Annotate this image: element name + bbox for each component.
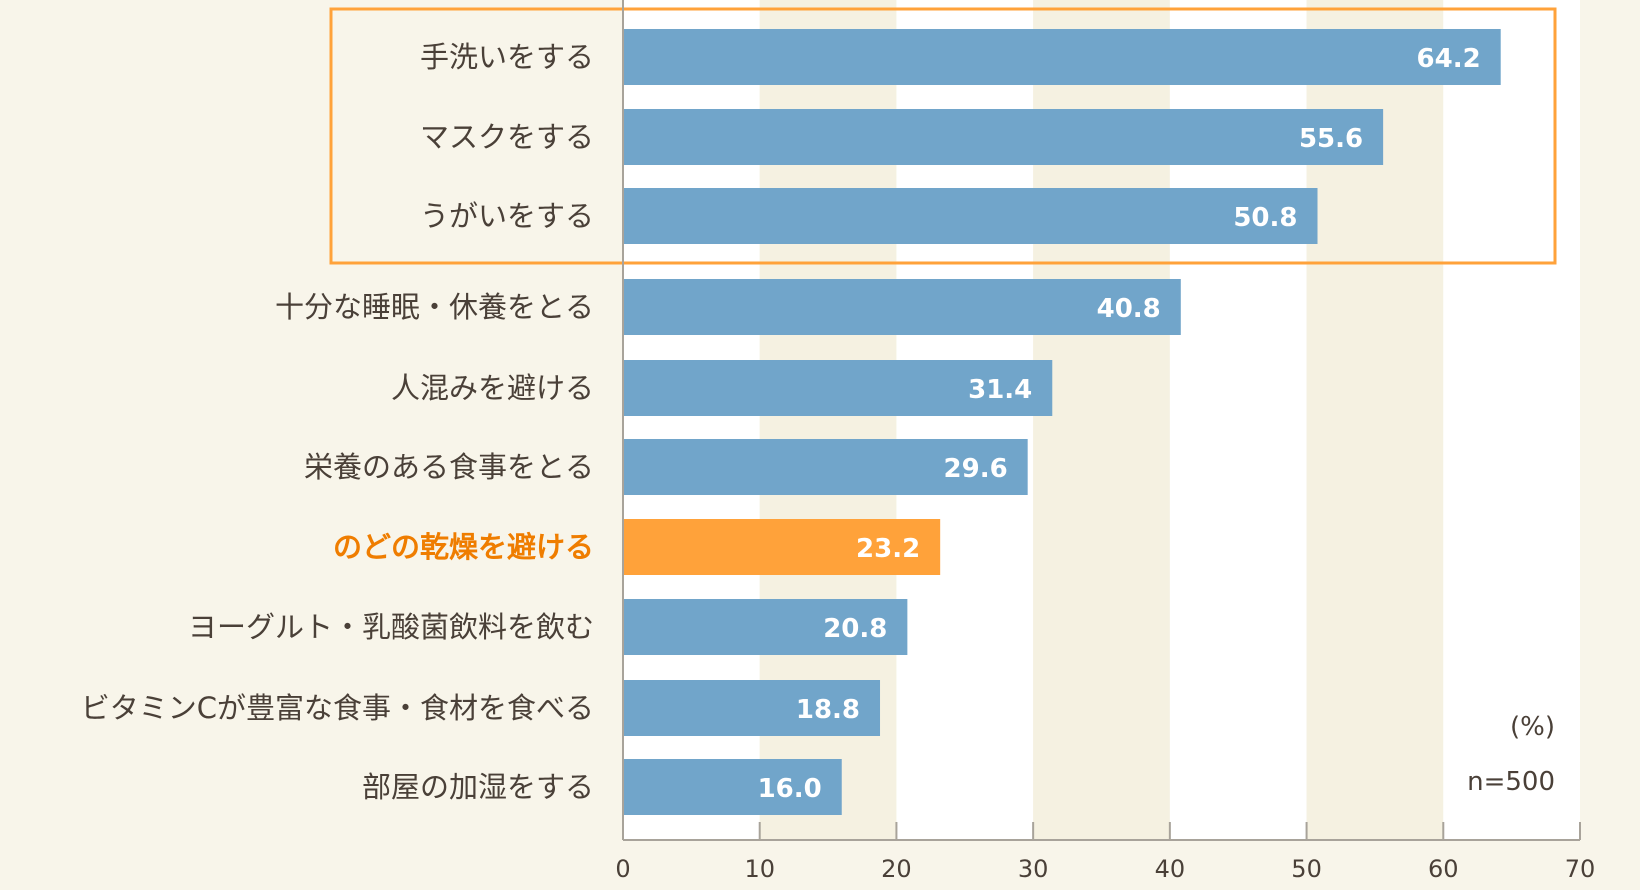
grid-band [1443, 0, 1580, 840]
category-label: のどの乾燥を避ける [333, 530, 594, 564]
x-tick-label: 10 [744, 855, 775, 883]
sample-size: n=500 [1467, 767, 1555, 797]
category-label: ヨーグルト・乳酸菌飲料を飲む [188, 610, 594, 644]
bar [623, 759, 842, 815]
value-label: 55.6 [1299, 124, 1363, 154]
x-tick-label: 60 [1428, 855, 1459, 883]
category-label: 部屋の加湿をする [362, 770, 594, 804]
unit-label: (%) [1510, 712, 1555, 742]
bar [623, 279, 1181, 335]
category-label: 十分な睡眠・休養をとる [275, 290, 594, 324]
x-tick-label: 70 [1565, 855, 1596, 883]
category-label: 栄養のある食事をとる [304, 450, 594, 484]
bar [623, 519, 941, 575]
value-label: 18.8 [796, 695, 860, 725]
value-label: 23.2 [856, 534, 920, 564]
category-label: 手洗いをする [420, 40, 594, 74]
value-label: 20.8 [823, 614, 887, 644]
x-tick-label: 40 [1155, 855, 1186, 883]
x-tick-label: 30 [1018, 855, 1049, 883]
bar [623, 188, 1318, 244]
category-label: ビタミンCが豊富な食事・食材を食べる [81, 691, 594, 725]
x-tick-label: 20 [881, 855, 912, 883]
category-label: マスクをする [420, 120, 594, 154]
bar [623, 360, 1053, 416]
bar [623, 439, 1028, 495]
value-label: 31.4 [968, 375, 1032, 405]
category-label: 人混みを避ける [391, 371, 594, 405]
bar [623, 680, 881, 736]
bar [623, 109, 1384, 165]
value-label: 40.8 [1097, 294, 1161, 324]
value-label: 16.0 [758, 774, 822, 804]
x-tick-label: 50 [1291, 855, 1322, 883]
bar [623, 599, 908, 655]
x-tick-label: 0 [615, 855, 630, 883]
category-label: うがいをする [420, 199, 594, 233]
bar [623, 29, 1501, 85]
value-label: 29.6 [944, 454, 1008, 484]
highlight-box [329, 7, 1557, 265]
value-label: 50.8 [1233, 203, 1297, 233]
value-label: 64.2 [1417, 44, 1481, 74]
